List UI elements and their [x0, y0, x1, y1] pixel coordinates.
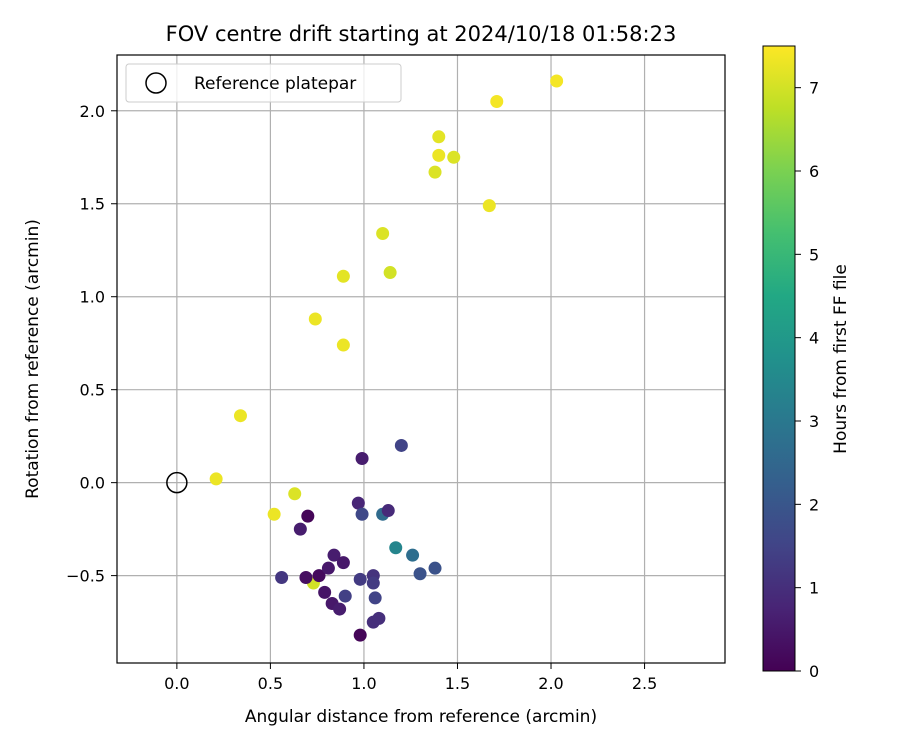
- data-point: [413, 567, 427, 581]
- colorbar-tick-label: 6: [809, 162, 819, 181]
- data-point: [321, 561, 335, 575]
- data-point: [336, 556, 350, 570]
- y-tick-label: 1.0: [80, 288, 105, 307]
- colorbar-tick-label: 2: [809, 495, 819, 514]
- data-point: [353, 572, 367, 586]
- data-point: [389, 541, 403, 555]
- data-point: [233, 409, 247, 423]
- x-axis-label: Angular distance from reference (arcmin): [245, 707, 597, 727]
- legend-box: [125, 63, 402, 103]
- data-point: [336, 269, 350, 283]
- colorbar-tick-label: 1: [809, 579, 819, 598]
- x-tick-label: 0.0: [164, 674, 189, 693]
- data-point: [447, 150, 461, 164]
- colorbar-tick-label: 7: [809, 79, 819, 98]
- data-point: [333, 602, 347, 616]
- data-point: [267, 507, 281, 521]
- data-point: [432, 130, 446, 144]
- y-tick-label: 0.5: [80, 381, 105, 400]
- data-point: [351, 496, 365, 510]
- data-point: [376, 226, 390, 240]
- data-point: [368, 591, 382, 605]
- data-point: [293, 522, 307, 536]
- colorbar-tick-label: 4: [809, 329, 819, 348]
- data-point: [482, 199, 496, 213]
- data-point: [301, 509, 315, 523]
- data-point: [406, 548, 420, 562]
- legend-label: Reference platepar: [194, 74, 356, 94]
- data-point: [490, 94, 504, 108]
- y-tick-label: 1.5: [80, 195, 105, 214]
- legend-marker: [145, 72, 167, 94]
- colorbar-tick-label: 3: [809, 412, 819, 431]
- data-point: [336, 338, 350, 352]
- reference-point: [166, 471, 188, 494]
- data-point: [275, 570, 289, 584]
- x-tick-label: 2.0: [538, 674, 563, 693]
- data-point: [353, 628, 367, 642]
- colorbar: [762, 45, 796, 672]
- data-point: [432, 148, 446, 162]
- data-point: [383, 266, 397, 280]
- colorbar-label: Hours from first FF file: [831, 264, 851, 454]
- data-point: [372, 611, 386, 625]
- x-axis-ticks: 0.0 0.5 1.0 1.5 2.0 2.5: [164, 663, 657, 693]
- data-point: [308, 312, 322, 326]
- data-point: [394, 438, 408, 452]
- legend: Reference platepar: [125, 63, 402, 103]
- data-point: [209, 472, 223, 486]
- data-point: [288, 487, 302, 501]
- colorbar-ticks: 0 1 2 3 4 5 6 7: [795, 79, 819, 681]
- data-point: [550, 74, 564, 88]
- data-point: [355, 507, 369, 521]
- data-point: [366, 576, 380, 590]
- data-point: [318, 585, 332, 599]
- x-tick-label: 0.5: [258, 674, 283, 693]
- data-point: [355, 451, 369, 465]
- y-axis-ticks: −0.5 0.0 0.5 1.0 1.5 2.0: [66, 102, 117, 586]
- colorbar-tick-label: 0: [809, 662, 819, 681]
- chart-title: FOV centre drift starting at 2024/10/18 …: [166, 22, 677, 46]
- data-point: [428, 165, 442, 179]
- y-tick-label: 2.0: [80, 102, 105, 121]
- colorbar-tick-label: 5: [809, 245, 819, 264]
- x-tick-label: 1.5: [445, 674, 470, 693]
- data-point: [299, 570, 313, 584]
- y-tick-label: 0.0: [80, 474, 105, 493]
- grid-lines: [117, 55, 725, 663]
- y-axis-label: Rotation from reference (arcmin): [23, 219, 43, 499]
- data-point: [327, 548, 341, 562]
- data-point: [381, 504, 395, 518]
- plot-frame: [116, 54, 726, 664]
- data-point: [312, 569, 326, 583]
- data-point: [338, 589, 352, 603]
- data-point: [428, 561, 442, 575]
- data-points: [209, 74, 564, 642]
- x-tick-label: 1.0: [351, 674, 376, 693]
- y-tick-label: −0.5: [66, 567, 105, 586]
- x-tick-label: 2.5: [632, 674, 657, 693]
